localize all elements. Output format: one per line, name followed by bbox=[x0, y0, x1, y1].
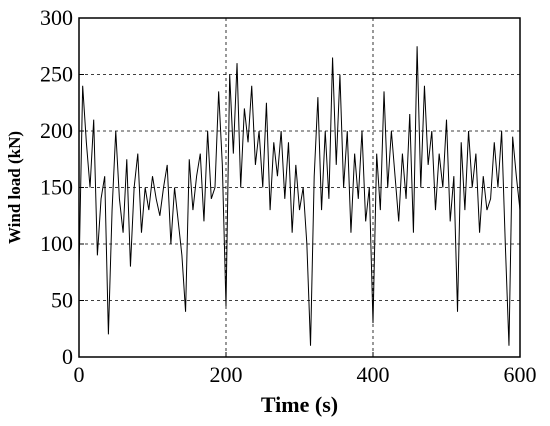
wind-load-series-line bbox=[78, 46, 521, 346]
y-tick-label: 100 bbox=[40, 231, 73, 256]
y-tick-label: 50 bbox=[51, 288, 73, 313]
series-layer bbox=[78, 46, 521, 346]
x-axis-title: Time (s) bbox=[261, 392, 338, 417]
y-tick-label: 250 bbox=[40, 62, 73, 87]
y-axis-title: Wind load (kN) bbox=[5, 131, 24, 244]
y-tick-label: 300 bbox=[40, 5, 73, 30]
x-tick-label: 400 bbox=[357, 362, 390, 387]
x-tick-label: 200 bbox=[210, 362, 243, 387]
y-tick-label: 0 bbox=[62, 344, 73, 369]
y-axis: 0 50 100 150 200 250 300 bbox=[40, 5, 84, 369]
x-axis: 0 200 400 600 bbox=[74, 352, 537, 387]
x-tick-label: 0 bbox=[74, 362, 85, 387]
y-tick-label: 200 bbox=[40, 118, 73, 143]
x-tick-label: 600 bbox=[504, 362, 537, 387]
y-tick-label: 150 bbox=[40, 175, 73, 200]
